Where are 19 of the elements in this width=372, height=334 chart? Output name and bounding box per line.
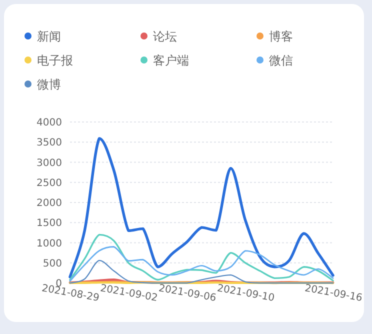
y-tick-label: 1500 [36, 218, 62, 230]
y-tick-label: 3000 [36, 158, 62, 169]
y-tick-label: 2000 [36, 198, 62, 209]
x-tick-label: 2021-09-10 [216, 283, 276, 304]
legend-label: 新闻 [37, 30, 61, 44]
legend-label: 客户端 [153, 54, 189, 68]
y-tick-label: 500 [42, 258, 62, 270]
legend-label: 博客 [269, 30, 293, 44]
y-tick-label: 1000 [36, 238, 62, 250]
x-tick-label: 2021-09-06 [158, 283, 217, 304]
x-tick-label: 2021-09-16 [304, 283, 364, 304]
legend-label: 微信 [269, 54, 293, 68]
y-tick-label: 4000 [36, 118, 62, 128]
x-tick-label: 2021-09-02 [99, 283, 158, 304]
y-tick-label: 2500 [36, 178, 62, 189]
legend-label: 论坛 [153, 30, 177, 44]
legend-label: 微博 [37, 78, 61, 92]
legend-label: 电子报 [37, 54, 73, 68]
y-tick-label: 3500 [36, 138, 62, 149]
